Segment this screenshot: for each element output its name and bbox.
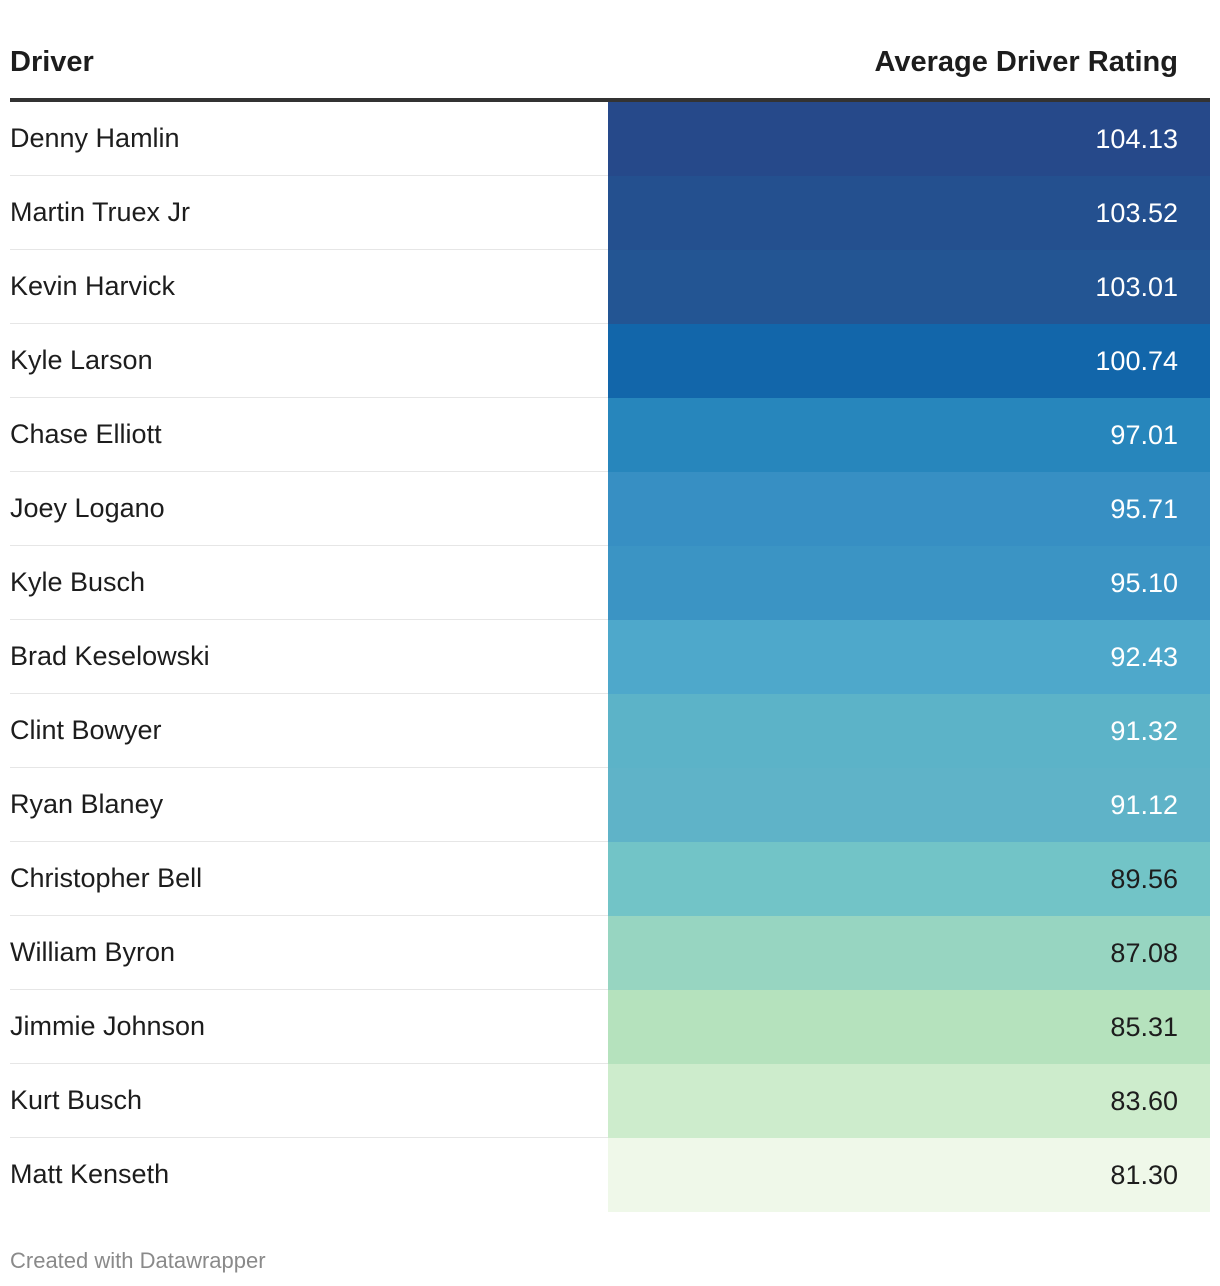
- rating-value-cell: 87.08: [608, 916, 1210, 990]
- table-row: Martin Truex Jr 103.52: [10, 176, 1210, 250]
- rating-value-cell: 92.43: [608, 620, 1210, 694]
- driver-name-cell: Ryan Blaney: [10, 768, 608, 842]
- table-row: Denny Hamlin 104.13: [10, 102, 1210, 176]
- rating-value-cell: 97.01: [608, 398, 1210, 472]
- driver-name-cell: Joey Logano: [10, 472, 608, 546]
- rating-value-cell: 103.52: [608, 176, 1210, 250]
- rating-value-cell: 89.56: [608, 842, 1210, 916]
- table-row: Christopher Bell 89.56: [10, 842, 1210, 916]
- driver-name-cell: Chase Elliott: [10, 398, 608, 472]
- driver-name-cell: Kyle Busch: [10, 546, 608, 620]
- driver-name-cell: Denny Hamlin: [10, 102, 608, 176]
- driver-name-cell: Martin Truex Jr: [10, 176, 608, 250]
- table-row: Brad Keselowski 92.43: [10, 620, 1210, 694]
- rating-value-cell: 91.32: [608, 694, 1210, 768]
- column-header-driver[interactable]: Driver: [10, 46, 94, 78]
- rating-value-cell: 95.10: [608, 546, 1210, 620]
- table-row: Chase Elliott 97.01: [10, 398, 1210, 472]
- table-row: Kyle Busch 95.10: [10, 546, 1210, 620]
- column-header-average-driver-rating[interactable]: Average Driver Rating: [874, 46, 1178, 78]
- driver-name-cell: Brad Keselowski: [10, 620, 608, 694]
- rating-value-cell: 85.31: [608, 990, 1210, 1064]
- rating-value-cell: 91.12: [608, 768, 1210, 842]
- table-row: Clint Bowyer 91.32: [10, 694, 1210, 768]
- rating-value-cell: 103.01: [608, 250, 1210, 324]
- rating-value-cell: 95.71: [608, 472, 1210, 546]
- rating-value-cell: 83.60: [608, 1064, 1210, 1138]
- datawrapper-credit[interactable]: Created with Datawrapper: [10, 1248, 266, 1273]
- driver-name-cell: Kyle Larson: [10, 324, 608, 398]
- driver-name-cell: Matt Kenseth: [10, 1159, 170, 1189]
- rating-value-cell: 81.30: [608, 1138, 1210, 1212]
- table-row: Kevin Harvick 103.01: [10, 250, 1210, 324]
- driver-name-cell: Clint Bowyer: [10, 694, 608, 768]
- table-row: Kurt Busch 83.60: [10, 1064, 1210, 1138]
- table-header: Driver Average Driver Rating: [10, 0, 1210, 102]
- rating-value-cell: 100.74: [608, 324, 1210, 398]
- table-row: Kyle Larson 100.74: [10, 324, 1210, 398]
- driver-name-cell: William Byron: [10, 916, 608, 990]
- table-row: William Byron 87.08: [10, 916, 1210, 990]
- table-row: Matt Kenseth 81.30: [10, 1138, 1210, 1212]
- ratings-table: Driver Average Driver Rating Denny Hamli…: [10, 0, 1210, 1212]
- driver-name-cell: Kurt Busch: [10, 1064, 608, 1138]
- table-body: Denny Hamlin 104.13 Martin Truex Jr 103.52 K…: [10, 102, 1210, 1212]
- table-row: Joey Logano 95.71: [10, 472, 1210, 546]
- table-row: Jimmie Johnson 85.31: [10, 990, 1210, 1064]
- rating-value-cell: 104.13: [608, 102, 1210, 176]
- driver-name-cell: Jimmie Johnson: [10, 990, 608, 1064]
- driver-name-cell: Christopher Bell: [10, 842, 608, 916]
- table-row: Ryan Blaney 91.12: [10, 768, 1210, 842]
- driver-name-cell: Kevin Harvick: [10, 250, 608, 324]
